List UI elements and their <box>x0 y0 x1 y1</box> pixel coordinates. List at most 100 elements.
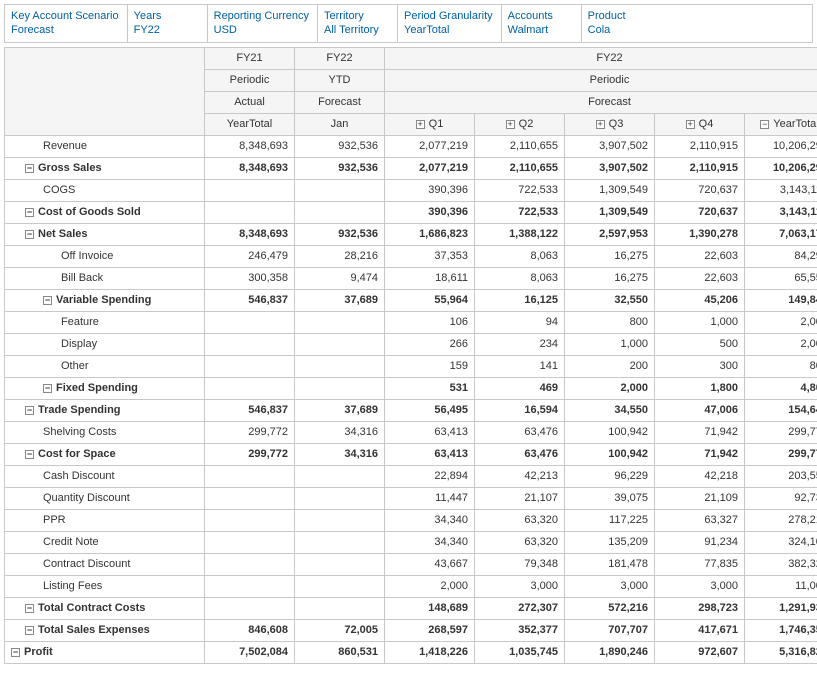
cell[interactable]: 299,772 <box>205 443 295 465</box>
cell[interactable]: 91,234 <box>655 531 745 553</box>
cell[interactable] <box>295 487 385 509</box>
col-fy22a[interactable]: FY22 <box>295 47 385 69</box>
filter-cell[interactable]: Key Account ScenarioForecast <box>5 5 128 42</box>
cell[interactable]: 1,035,745 <box>475 641 565 663</box>
collapse-icon[interactable]: − <box>25 164 34 173</box>
cell[interactable] <box>205 311 295 333</box>
cell[interactable]: 932,536 <box>295 157 385 179</box>
cell[interactable]: 1,418,226 <box>385 641 475 663</box>
col-fy21[interactable]: FY21 <box>205 47 295 69</box>
cell[interactable]: 2,110,655 <box>475 135 565 157</box>
cell[interactable] <box>295 377 385 399</box>
cell[interactable]: 8,348,693 <box>205 135 295 157</box>
cell[interactable]: 34,316 <box>295 443 385 465</box>
cell[interactable]: 71,942 <box>655 421 745 443</box>
cell[interactable]: 37,353 <box>385 245 475 267</box>
cell[interactable]: 1,388,122 <box>475 223 565 245</box>
cell[interactable]: 546,837 <box>205 399 295 421</box>
cell[interactable]: 92,738 <box>745 487 817 509</box>
cell[interactable] <box>205 487 295 509</box>
cell[interactable]: 272,307 <box>475 597 565 619</box>
cell[interactable]: 1,746,352 <box>745 619 817 641</box>
cell[interactable]: 32,550 <box>565 289 655 311</box>
cell[interactable]: 37,689 <box>295 399 385 421</box>
cell[interactable] <box>205 355 295 377</box>
cell[interactable]: 200 <box>565 355 655 377</box>
row-label[interactable]: −Gross Sales <box>5 157 205 179</box>
row-label[interactable]: −Cost for Space <box>5 443 205 465</box>
row-label[interactable]: −Total Contract Costs <box>5 597 205 619</box>
row-label[interactable]: Contract Discount <box>5 553 205 575</box>
col-actual[interactable]: Actual <box>205 91 295 113</box>
collapse-icon[interactable]: − <box>25 208 34 217</box>
cell[interactable]: 2,077,219 <box>385 157 475 179</box>
cell[interactable]: 5,316,823 <box>745 641 817 663</box>
cell[interactable]: 8,348,693 <box>205 157 295 179</box>
cell[interactable]: 720,637 <box>655 179 745 201</box>
cell[interactable]: 800 <box>745 355 817 377</box>
collapse-icon[interactable]: − <box>25 450 34 459</box>
cell[interactable]: 10,206,291 <box>745 157 817 179</box>
collapse-icon[interactable]: − <box>25 230 34 239</box>
cell[interactable]: 100,942 <box>565 443 655 465</box>
col-ytd[interactable]: YTD <box>295 69 385 91</box>
cell[interactable]: 1,000 <box>655 311 745 333</box>
cell[interactable]: 77,835 <box>655 553 745 575</box>
cell[interactable]: 2,000 <box>745 333 817 355</box>
filter-cell[interactable]: ProductCola <box>582 5 662 42</box>
cell[interactable]: 4,800 <box>745 377 817 399</box>
cell[interactable]: 34,316 <box>295 421 385 443</box>
cell[interactable]: 21,107 <box>475 487 565 509</box>
cell[interactable]: 268,597 <box>385 619 475 641</box>
cell[interactable] <box>295 201 385 223</box>
row-label[interactable]: Bill Back <box>5 267 205 289</box>
row-label[interactable]: −Net Sales <box>5 223 205 245</box>
col-forecast-2[interactable]: Forecast <box>385 91 817 113</box>
cell[interactable]: 72,005 <box>295 619 385 641</box>
cell[interactable]: 148,689 <box>385 597 475 619</box>
cell[interactable]: 2,000 <box>565 377 655 399</box>
cell[interactable] <box>295 531 385 553</box>
cell[interactable]: 722,533 <box>475 201 565 223</box>
cell[interactable]: 1,291,935 <box>745 597 817 619</box>
expand-icon[interactable]: + <box>416 120 425 129</box>
cell[interactable]: 846,608 <box>205 619 295 641</box>
cell[interactable]: 2,597,953 <box>565 223 655 245</box>
row-label[interactable]: −Trade Spending <box>5 399 205 421</box>
cell[interactable]: 246,479 <box>205 245 295 267</box>
cell[interactable]: 71,942 <box>655 443 745 465</box>
cell[interactable]: 181,478 <box>565 553 655 575</box>
expand-icon[interactable]: + <box>686 120 695 129</box>
cell[interactable]: 7,063,176 <box>745 223 817 245</box>
cell[interactable] <box>205 597 295 619</box>
col-forecast-1[interactable]: Forecast <box>295 91 385 113</box>
filter-cell[interactable]: Period GranularityYearTotal <box>398 5 502 42</box>
cell[interactable]: 21,109 <box>655 487 745 509</box>
cell[interactable]: 299,772 <box>205 421 295 443</box>
collapse-icon[interactable]: − <box>25 406 34 415</box>
cell[interactable]: 8,063 <box>475 267 565 289</box>
row-label[interactable]: Credit Note <box>5 531 205 553</box>
cell[interactable]: 932,536 <box>295 223 385 245</box>
cell[interactable]: 94 <box>475 311 565 333</box>
collapse-icon[interactable]: − <box>25 626 34 635</box>
cell[interactable]: 149,845 <box>745 289 817 311</box>
cell[interactable]: 300 <box>655 355 745 377</box>
cell[interactable]: 3,907,502 <box>565 157 655 179</box>
row-label[interactable]: −Fixed Spending <box>5 377 205 399</box>
row-label[interactable]: COGS <box>5 179 205 201</box>
cell[interactable]: 37,689 <box>295 289 385 311</box>
cell[interactable]: 2,110,655 <box>475 157 565 179</box>
cell[interactable]: 10,206,291 <box>745 135 817 157</box>
col-q3[interactable]: + Q3 <box>565 113 655 135</box>
cell[interactable]: 117,225 <box>565 509 655 531</box>
cell[interactable]: 2,110,915 <box>655 135 745 157</box>
cell[interactable]: 722,533 <box>475 179 565 201</box>
col-yeartotal-2[interactable]: − YearTotal <box>745 113 817 135</box>
cell[interactable]: 390,396 <box>385 179 475 201</box>
row-label[interactable]: −Variable Spending <box>5 289 205 311</box>
cell[interactable] <box>205 575 295 597</box>
cell[interactable] <box>205 201 295 223</box>
col-q2[interactable]: + Q2 <box>475 113 565 135</box>
cell[interactable]: 3,143,115 <box>745 201 817 223</box>
